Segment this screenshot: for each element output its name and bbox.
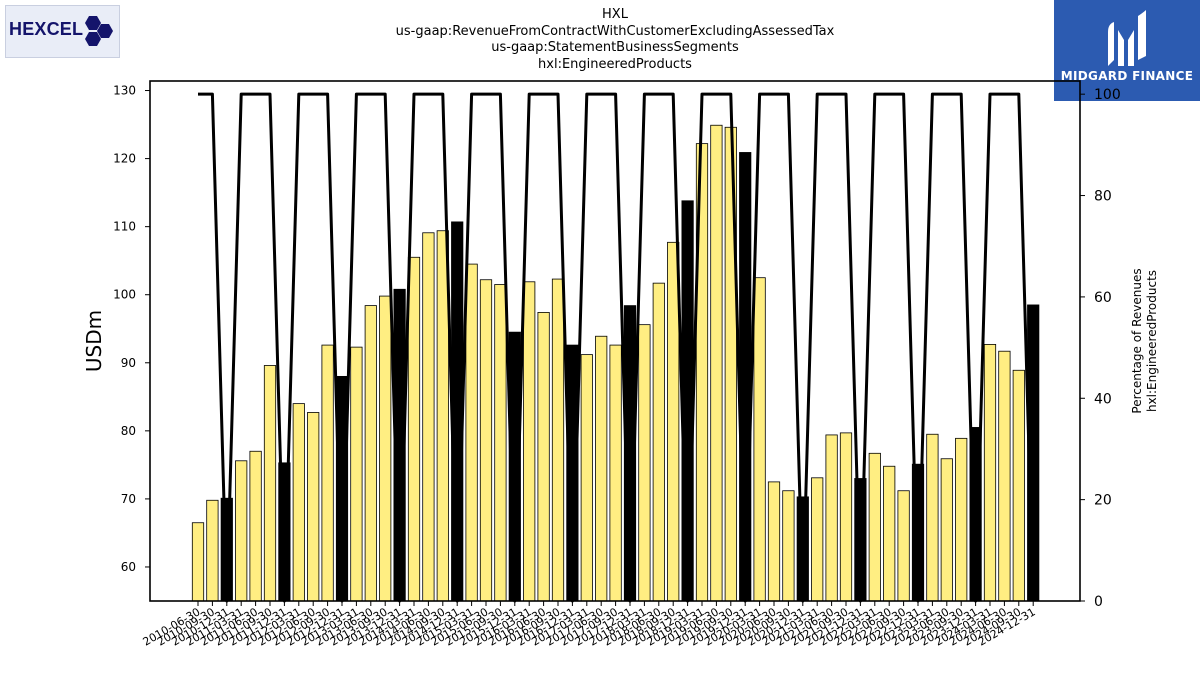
bar-2010-09-30 [206, 499, 219, 602]
bar-2020-06-30 [767, 481, 781, 602]
bar-2011-09-30 [263, 365, 277, 602]
midgard-m-icon [1108, 10, 1146, 66]
bar-2021-03-31 [811, 477, 824, 602]
y2-axis-label-line-2: hxl:EngineeredProducts [1145, 270, 1159, 412]
chart-title: HXL us-gaap:RevenueFromContractWithCusto… [330, 7, 900, 73]
title-ticker: HXL [602, 7, 628, 22]
bar-2013-06-30 [364, 305, 377, 602]
hexagon-cluster-icon [85, 16, 113, 46]
bar-2017-09-30 [609, 344, 622, 602]
bar-2023-03-31 [926, 433, 939, 602]
hexcel-logo-text: HEXCEL [9, 19, 84, 39]
midgard-finance-logo: MIDGARD FINANCE [1054, 0, 1200, 101]
y-axis-label: USDm [82, 310, 106, 372]
y-tick-label-60: 60 [121, 560, 136, 574]
y-tick-label-120: 120 [113, 152, 136, 166]
bar-2018-09-30 [667, 241, 680, 602]
bar-2017-03-31 [580, 354, 593, 602]
bar-2016-06-30 [537, 312, 550, 602]
y2-tick-label-40: 40 [1094, 391, 1112, 407]
bar-2014-06-30 [422, 232, 435, 602]
bar-2013-09-30 [379, 295, 392, 602]
hexcel-logo: HEXCEL [5, 5, 120, 58]
title-member: hxl:EngineeredProducts [538, 56, 692, 72]
y-tick-label-80: 80 [121, 424, 136, 438]
bar-2016-09-30 [551, 278, 565, 602]
bar-2014-03-31 [407, 256, 421, 602]
bar-2020-09-30 [782, 490, 795, 602]
plot-frame [149, 80, 1081, 602]
y-tick-label-110: 110 [113, 220, 136, 234]
bar-2015-03-31 [465, 263, 478, 602]
y2-tick-label-20: 20 [1094, 493, 1112, 509]
bar-2022-03-31 [868, 452, 881, 602]
y-tick-label-130: 130 [113, 84, 136, 98]
y-tick-label-90: 90 [121, 356, 136, 370]
bar-2024-06-30 [998, 350, 1011, 602]
percentage-line-layer [198, 92, 1035, 603]
bar-2011-03-31 [235, 460, 248, 602]
bar-2020-03-31 [753, 277, 766, 602]
title-axis: us-gaap:StatementBusinessSegments [491, 40, 739, 55]
axes-layer: 607080901001101201300204060801002010-06-… [82, 80, 1159, 649]
y2-tick-label-80: 80 [1094, 189, 1112, 205]
midgard-finance-logo-text: MIDGARD FINANCE [1060, 69, 1194, 83]
bar-2018-03-31 [638, 324, 651, 602]
bar-2017-06-30 [595, 335, 608, 602]
y2-axis-label-line-1: Percentage of Revenues [1130, 268, 1144, 413]
bar-2012-09-30 [321, 344, 334, 602]
bar-2024-03-31 [983, 343, 997, 602]
bar-2012-06-30 [307, 412, 320, 602]
y-tick-label-100: 100 [113, 288, 136, 302]
y2-tick-label-100: 100 [1094, 87, 1121, 103]
bar-2022-06-30 [883, 465, 896, 602]
bar-2022-09-30 [897, 490, 910, 602]
bar-2015-09-30 [494, 284, 507, 602]
percentage-series-line [198, 92, 1035, 603]
bar-2015-06-30 [479, 279, 493, 602]
bar-2013-03-31 [350, 346, 363, 602]
y2-tick-label-0: 0 [1094, 594, 1103, 610]
bar-2011-06-30 [249, 450, 262, 602]
bar-2019-12-31 [739, 152, 752, 602]
y2-tick-label-60: 60 [1094, 290, 1112, 306]
y-tick-label-70: 70 [121, 492, 136, 506]
bar-2021-09-30 [839, 432, 853, 602]
bar-2024-09-30 [1012, 369, 1025, 602]
bar-2023-06-30 [940, 458, 953, 602]
bar-2016-03-31 [523, 281, 536, 602]
title-concept: us-gaap:RevenueFromContractWithCustomerE… [395, 23, 835, 39]
bars-layer [191, 124, 1040, 602]
bar-2023-09-30 [955, 437, 968, 602]
bar-2012-03-31 [292, 403, 305, 602]
bar-2018-12-31 [681, 200, 694, 602]
bar-2010-06-30 [191, 522, 205, 602]
bar-2018-06-30 [652, 282, 665, 602]
bar-2021-06-30 [825, 434, 838, 602]
bar-2019-06-30 [710, 124, 723, 602]
